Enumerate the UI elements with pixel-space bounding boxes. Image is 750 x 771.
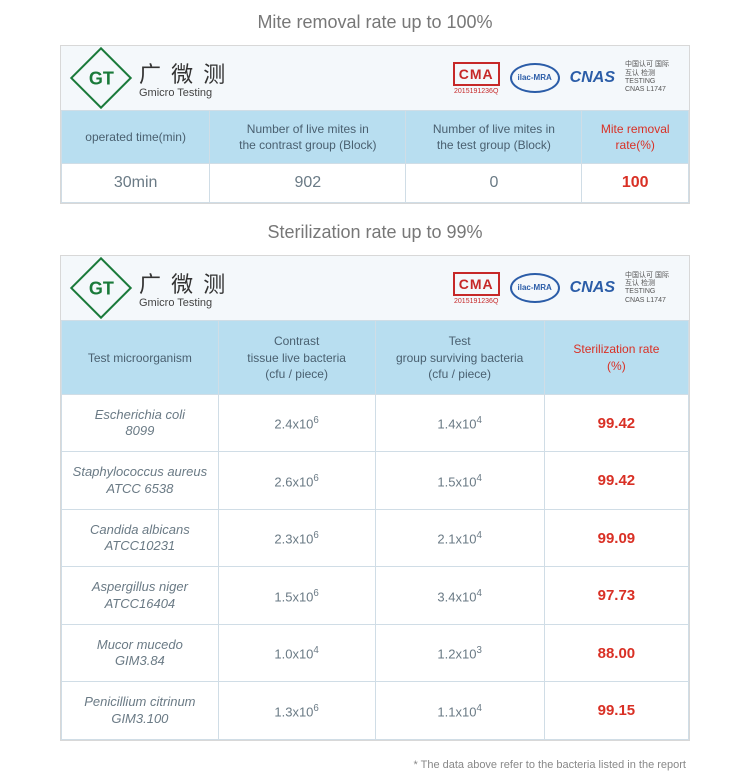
table-row: Escherichia coli80992.4x1061.4x10499.42 [62, 394, 689, 452]
mite-col-0: operated time(min) [62, 111, 210, 164]
logo-en-2: Gmicro Testing [139, 297, 227, 309]
test-value: 1.1x104 [375, 682, 544, 740]
contrast-value: 1.0x104 [218, 624, 375, 682]
rate-value: 97.73 [544, 567, 688, 625]
microorganism: Penicillium citrinumGIM3.100 [62, 682, 219, 740]
cma-sub: 2015191236Q [454, 88, 498, 95]
microorganism: Candida albicansATCC10231 [62, 509, 219, 567]
ilac-cert-icon-2: ilac-MRA [510, 273, 560, 303]
contrast-value: 2.6x106 [218, 452, 375, 510]
table-row: Aspergillus nigerATCC164041.5x1063.4x104… [62, 567, 689, 625]
gt-badge-text-2: GT [89, 279, 114, 297]
steril-col-3: Sterilization rate(%) [544, 321, 688, 395]
footnote: * The data above refer to the bacteria l… [60, 759, 690, 771]
steril-col-2: Testgroup surviving bacteria(cfu / piece… [375, 321, 544, 395]
cert-header: GT 广 微 测 Gmicro Testing CMA 2015191236Q … [61, 46, 689, 110]
gt-badge-icon-2: GT [70, 257, 132, 319]
mite-test: 0 [406, 164, 582, 203]
steril-title: Sterilization rate up to 99% [60, 222, 690, 243]
table-row: Candida albicansATCC102312.3x1062.1x1049… [62, 509, 689, 567]
microorganism: Mucor mucedoGIM3.84 [62, 624, 219, 682]
rate-value: 99.42 [544, 452, 688, 510]
cma-cert-icon-2: CMA 2015191236Q [453, 272, 500, 305]
cnas-text: CNAS [570, 69, 615, 87]
rate-value: 99.09 [544, 509, 688, 567]
gmicro-logo: GT 广 微 测 Gmicro Testing [75, 56, 453, 100]
steril-table: Test microorganism Contrasttissue live b… [61, 320, 689, 740]
gmicro-logo-2: GT 广 微 测 Gmicro Testing [75, 266, 453, 310]
logo-cn: 广 微 测 [139, 57, 227, 89]
rate-value: 99.42 [544, 394, 688, 452]
table-row: Staphylococcus aureusATCC 65382.6x1061.5… [62, 452, 689, 510]
steril-col-0: Test microorganism [62, 321, 219, 395]
microorganism: Escherichia coli8099 [62, 394, 219, 452]
steril-col-1: Contrasttissue live bacteria(cfu / piece… [218, 321, 375, 395]
steril-card: GT 广 微 测 Gmicro Testing CMA 2015191236Q … [60, 255, 690, 741]
cnas-small-text-2: 中国认可 国际互认 检测 TESTING CNAS L1747 [625, 272, 675, 306]
cma-sub-2: 2015191236Q [454, 298, 498, 305]
contrast-value: 2.4x106 [218, 394, 375, 452]
test-value: 1.4x104 [375, 394, 544, 452]
test-value: 2.1x104 [375, 509, 544, 567]
rate-value: 88.00 [544, 624, 688, 682]
mite-col-3: Mite removalrate(%) [582, 111, 689, 164]
cnas-cert-icon: CNAS [570, 69, 615, 87]
contrast-value: 2.3x106 [218, 509, 375, 567]
microorganism: Staphylococcus aureusATCC 6538 [62, 452, 219, 510]
table-row: Mucor mucedoGIM3.841.0x1041.2x10388.00 [62, 624, 689, 682]
contrast-value: 1.5x106 [218, 567, 375, 625]
cma-cert-icon: CMA 2015191236Q [453, 62, 500, 95]
mite-card: GT 广 微 测 Gmicro Testing CMA 2015191236Q … [60, 45, 690, 204]
mite-time: 30min [62, 164, 210, 203]
mite-row: 30min 902 0 100 [62, 164, 689, 203]
logo-en: Gmicro Testing [139, 87, 227, 99]
mite-contrast: 902 [210, 164, 406, 203]
test-value: 1.5x104 [375, 452, 544, 510]
cnas-cert-icon-2: CNAS [570, 279, 615, 297]
ilac-cert-icon: ilac-MRA [510, 63, 560, 93]
mite-col-2: Number of live mites inthe test group (B… [406, 111, 582, 164]
mite-col-1: Number of live mites inthe contrast grou… [210, 111, 406, 164]
cert-header-2: GT 广 微 测 Gmicro Testing CMA 2015191236Q … [61, 256, 689, 320]
logo-cn-2: 广 微 测 [139, 267, 227, 299]
microorganism: Aspergillus nigerATCC16404 [62, 567, 219, 625]
cnas-small-text: 中国认可 国际互认 检测 TESTING CNAS L1747 [625, 61, 675, 95]
contrast-value: 1.3x106 [218, 682, 375, 740]
mite-title: Mite removal rate up to 100% [60, 12, 690, 33]
cnas-text-2: CNAS [570, 279, 615, 297]
cma-text-2: CMA [453, 272, 500, 296]
test-value: 3.4x104 [375, 567, 544, 625]
test-value: 1.2x103 [375, 624, 544, 682]
table-row: Penicillium citrinumGIM3.1001.3x1061.1x1… [62, 682, 689, 740]
cma-text: CMA [453, 62, 500, 86]
gt-badge-icon: GT [70, 47, 132, 109]
rate-value: 99.15 [544, 682, 688, 740]
mite-table: operated time(min) Number of live mites … [61, 110, 689, 203]
mite-rate: 100 [582, 164, 689, 203]
gt-badge-text: GT [89, 69, 114, 87]
